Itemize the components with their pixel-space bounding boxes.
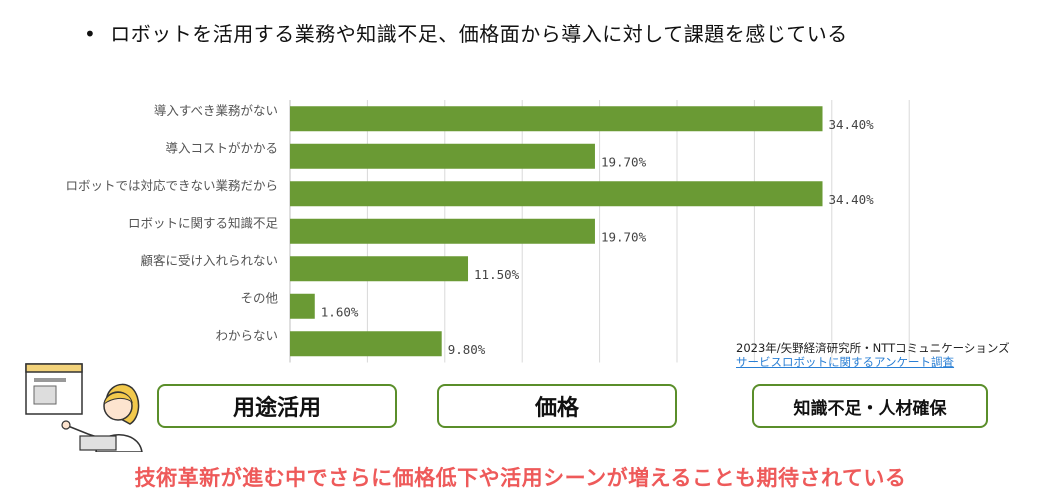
- value-label: 11.50%: [474, 267, 520, 282]
- bar-chart: 導入すべき業務がない 34.40% 導入コストがかかる 19.70% ロボットでは対応で…: [65, 100, 910, 363]
- bar: [290, 218, 595, 244]
- category-label: その他: [240, 290, 278, 305]
- value-label: 19.70%: [601, 154, 647, 169]
- category-label: 導入すべき業務がない: [154, 103, 278, 118]
- value-label: 19.70%: [601, 229, 647, 244]
- tag-knowledge: 知識不足・人材確保: [752, 384, 988, 428]
- bar: [290, 106, 823, 132]
- category-label: ロボットでは対応できない業務だから: [65, 178, 278, 193]
- bar: [290, 331, 442, 357]
- value-label: 9.80%: [448, 342, 486, 357]
- category-label: 顧客に受け入れられない: [140, 253, 278, 268]
- bar: [290, 181, 823, 207]
- source-line-1: 2023年/矢野経済研究所・NTTコミュニケーションズ: [736, 341, 1010, 355]
- value-label: 34.40%: [829, 192, 875, 207]
- bar: [290, 256, 469, 282]
- source-link[interactable]: サービスロボットに関するアンケート調査: [736, 355, 955, 369]
- category-label: 導入コストがかかる: [165, 140, 278, 155]
- headline: • ロボットを活用する業務や知識不足、価格面から導入に対して課題を感じている: [84, 18, 848, 47]
- presenter-illustration: [25, 363, 143, 452]
- value-label: 34.40%: [829, 117, 875, 132]
- bar: [290, 293, 315, 319]
- tag-price: 価格: [437, 384, 677, 428]
- tag-usage: 用途活用: [157, 384, 397, 428]
- value-label: 1.60%: [321, 304, 359, 319]
- footer-message: 技術革新が進む中でさらに価格低下や活用シーンが増えることも期待されている: [134, 466, 907, 490]
- bullet-dot: •: [84, 22, 97, 46]
- category-label: わからない: [215, 328, 278, 343]
- headline-text: ロボットを活用する業務や知識不足、価格面から導入に対して課題を感じている: [110, 22, 848, 46]
- category-label: ロボットに関する知識不足: [128, 215, 279, 230]
- bar: [290, 143, 595, 169]
